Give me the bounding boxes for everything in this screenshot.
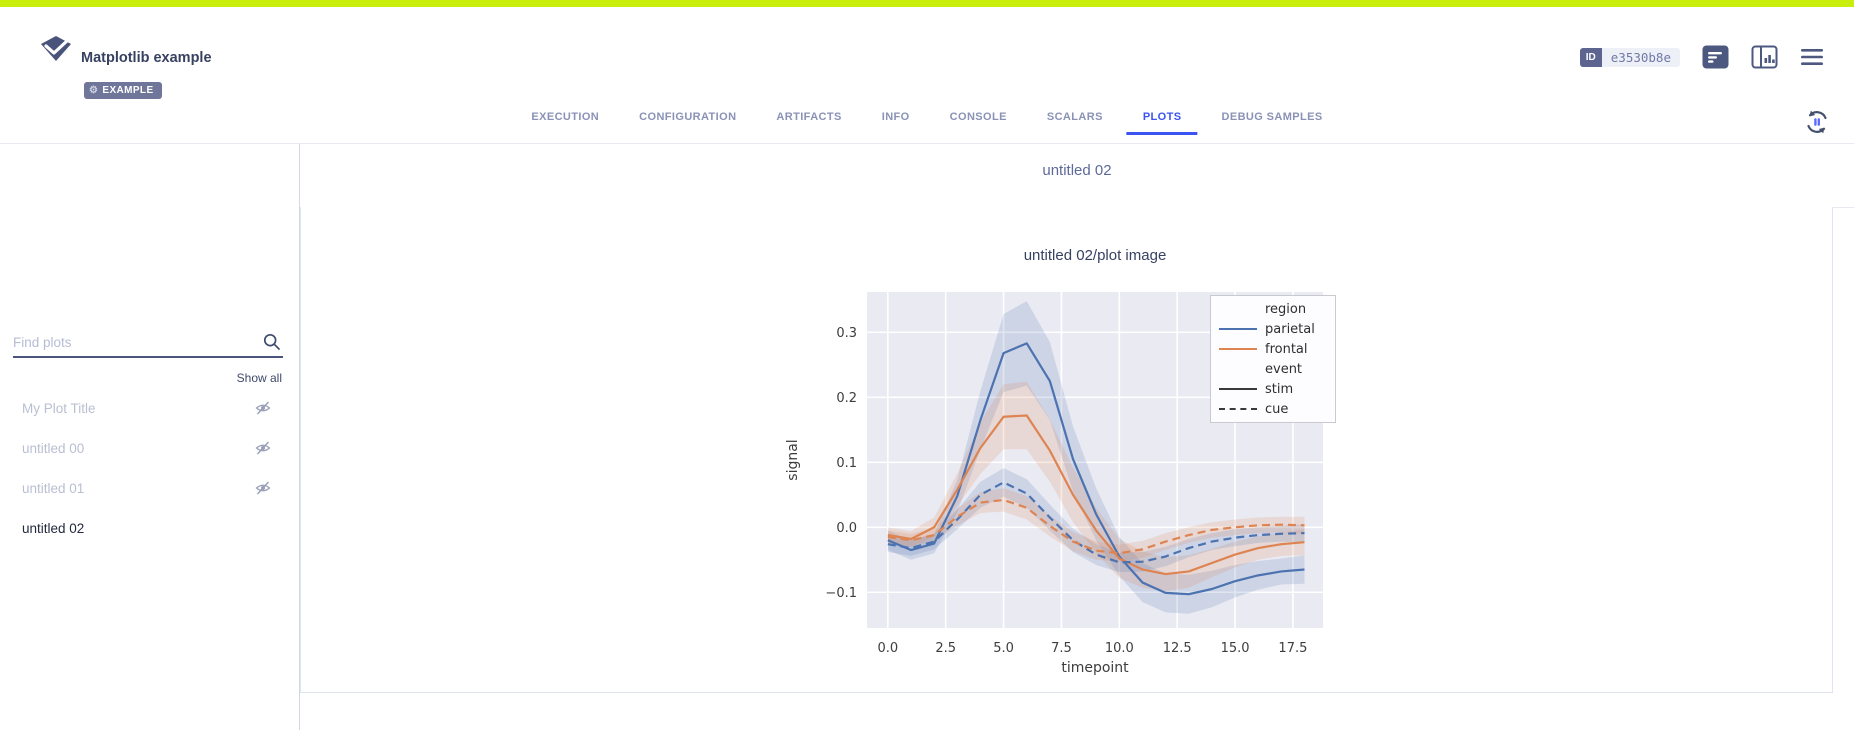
plot-list-item-label: untitled 02	[22, 520, 85, 536]
svg-text:2.5: 2.5	[935, 641, 956, 656]
auto-refresh-icon[interactable]	[1802, 107, 1832, 137]
legend-group-title: region	[1265, 301, 1307, 317]
plot-list-item[interactable]: untitled 01	[0, 468, 299, 508]
series-parietal-cue	[887, 481, 1305, 564]
search-icon[interactable]	[263, 333, 281, 351]
tab-console[interactable]: CONSOLE	[949, 111, 1007, 123]
legend-swatch	[1219, 408, 1257, 410]
svg-text:0.2: 0.2	[836, 391, 857, 406]
plot-list-item-label: untitled 00	[22, 440, 85, 456]
legend-item-frontal: frontal	[1211, 339, 1335, 359]
id-value: e3530b8e	[1601, 47, 1680, 67]
split-panel-icon[interactable]	[1751, 45, 1778, 69]
details-icon[interactable]	[1702, 45, 1729, 69]
experiment-title: Matplotlib example	[81, 50, 212, 66]
tab-execution[interactable]: EXECUTION	[531, 111, 600, 123]
show-all-button[interactable]: Show all	[236, 371, 282, 385]
plot-list-item-label: untitled 01	[22, 480, 85, 496]
eye-off-icon[interactable]	[255, 441, 271, 455]
plot-list-item[interactable]: My Plot Title	[0, 388, 299, 428]
plots-sidebar: Show all My Plot Title untitled 00 untitle…	[0, 144, 300, 730]
experiment-tag[interactable]: ⚙ EXAMPLE	[84, 82, 162, 99]
header-actions: ID e3530b8e	[1579, 45, 1824, 69]
tab-artifacts[interactable]: ARTIFACTS	[776, 111, 842, 123]
search-input[interactable]	[13, 330, 253, 354]
chart-area[interactable]: −0.1 0.0 0.1 0.2 0.3 0.0 2.5 5.0 7.5 10.0 12.5 15.0…	[740, 245, 1340, 690]
plot-group-title: untitled 02	[1042, 162, 1112, 179]
legend-item-parietal: parietal	[1211, 319, 1335, 339]
tab-configuration[interactable]: CONFIGURATION	[639, 111, 737, 123]
svg-text:5.0: 5.0	[993, 641, 1014, 656]
svg-text:0.0: 0.0	[877, 641, 898, 656]
series-frontal-stim	[887, 414, 1305, 576]
tab-scalars[interactable]: SCALARS	[1046, 111, 1103, 123]
experiment-id-badge[interactable]: ID e3530b8e	[1579, 47, 1680, 67]
menu-icon[interactable]	[1800, 48, 1824, 66]
svg-text:−0.1: −0.1	[825, 586, 857, 601]
svg-text:17.5: 17.5	[1278, 641, 1307, 656]
x-axis-label: timepoint	[1061, 660, 1129, 676]
legend-item-stim: stim	[1211, 379, 1335, 399]
svg-text:0.0: 0.0	[836, 521, 857, 536]
app-header: Matplotlib example ⚙ EXAMPLE ID e3530b8e	[0, 7, 1854, 144]
experiment-tag-label: EXAMPLE	[102, 85, 154, 96]
legend-swatch	[1219, 388, 1257, 390]
svg-text:10.0: 10.0	[1105, 641, 1134, 656]
svg-text:0.1: 0.1	[836, 456, 857, 471]
series-parietal-stim	[887, 342, 1305, 596]
tab-bar: EXECUTION CONFIGURATION ARTIFACTS INFO CONSO…	[515, 105, 1338, 135]
chart-svg: −0.1 0.0 0.1 0.2 0.3 0.0 2.5 5.0 7.5 10.0 12.5 15.0…	[785, 292, 1323, 676]
legend-group-title: event	[1265, 361, 1303, 377]
svg-text:0.3: 0.3	[836, 326, 857, 341]
status-bar	[0, 0, 1854, 7]
tab-info[interactable]: INFO	[881, 111, 910, 123]
chart-title: untitled 02/plot image	[1023, 247, 1167, 264]
plot-list-item-label: My Plot Title	[22, 400, 96, 416]
plot-list-item[interactable]: untitled 02	[0, 508, 299, 548]
svg-text:7.5: 7.5	[1051, 641, 1072, 656]
svg-text:12.5: 12.5	[1163, 641, 1192, 656]
experiment-logo-icon	[41, 36, 71, 61]
plot-search	[13, 330, 283, 358]
id-chip: ID	[1579, 47, 1602, 67]
tab-debug-samples[interactable]: DEBUG SAMPLES	[1221, 111, 1323, 123]
gear-icon: ⚙	[89, 84, 99, 96]
legend-item-cue: cue	[1211, 399, 1335, 419]
legend-swatch	[1219, 328, 1257, 330]
tab-plots[interactable]: PLOTS	[1126, 105, 1198, 135]
eye-off-icon[interactable]	[255, 401, 271, 415]
y-axis-label: signal	[785, 439, 801, 480]
legend-swatch	[1219, 348, 1257, 350]
plot-list: My Plot Title untitled 00 untitled 01 untit…	[0, 388, 299, 548]
eye-off-icon[interactable]	[255, 481, 271, 495]
plot-list-item[interactable]: untitled 00	[0, 428, 299, 468]
svg-text:15.0: 15.0	[1221, 641, 1250, 656]
chart-legend[interactable]: region parietal frontal event stim cue	[1210, 295, 1336, 423]
